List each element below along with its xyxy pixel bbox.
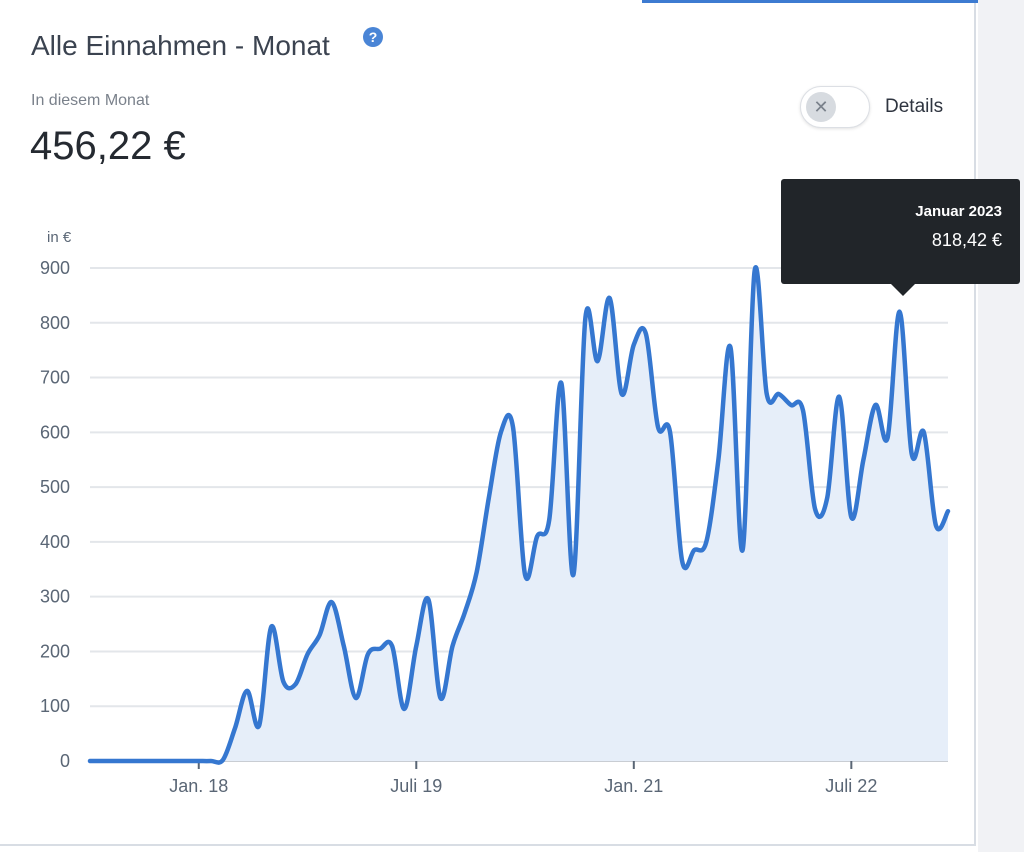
x-tick-label: Juli 19: [390, 776, 442, 796]
y-tick-label: 600: [40, 422, 70, 442]
tooltip-value: 818,42 €: [931, 230, 1002, 250]
y-tick-label: 800: [40, 313, 70, 333]
chart-tooltip: Januar 2023 818,42 €: [781, 179, 1020, 296]
close-icon: ✕: [806, 92, 836, 122]
x-tick-label: Juli 22: [825, 776, 877, 796]
details-toggle[interactable]: ✕: [800, 86, 870, 128]
tooltip-title: Januar 2023: [915, 203, 1002, 220]
y-tick-label: 400: [40, 532, 70, 552]
details-label: Details: [885, 96, 944, 117]
top-accent-bar: [642, 0, 978, 3]
current-month-value: 456,22 €: [30, 124, 186, 168]
y-tick-label: 300: [40, 587, 70, 607]
y-tick-label: 700: [40, 368, 70, 388]
background-strip: [978, 0, 1024, 852]
income-chart[interactable]: 0 100 200 300 400 500 600 700 800 900 Jan. 18 Juli …: [0, 0, 976, 846]
y-tick-label: 200: [40, 641, 70, 661]
y-tick-label: 100: [40, 696, 70, 716]
y-tick-label: 900: [40, 258, 70, 278]
y-tick-label: 500: [40, 477, 70, 497]
card-title: Alle Einnahmen - Monat: [31, 30, 330, 61]
x-tick-label: Jan. 18: [169, 776, 228, 796]
help-icon[interactable]: ?: [363, 27, 383, 47]
current-month-label: In diesem Monat: [31, 92, 150, 109]
y-axis-unit: in €: [47, 229, 72, 246]
series-line[interactable]: [87, 265, 951, 765]
y-tick-label: 0: [60, 751, 70, 771]
x-tick-label: Jan. 21: [604, 776, 663, 796]
